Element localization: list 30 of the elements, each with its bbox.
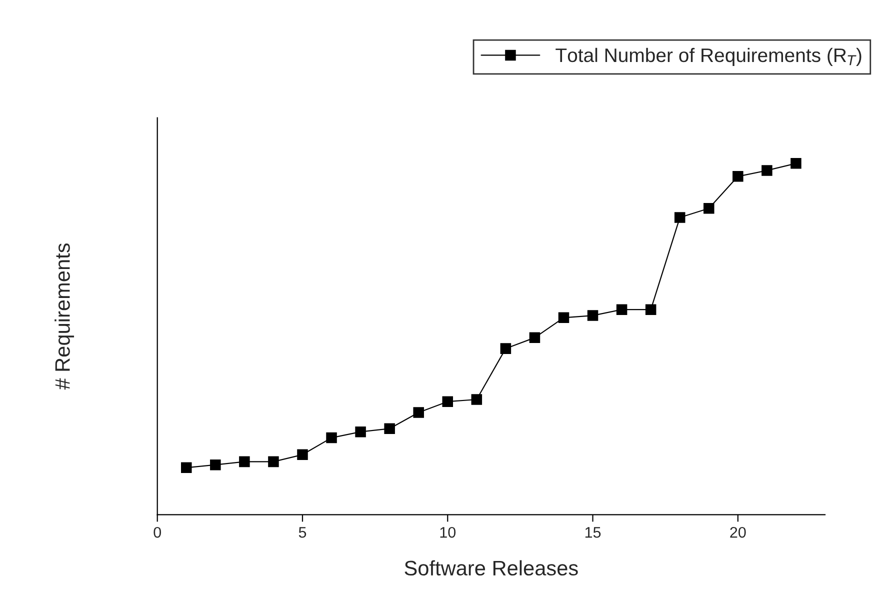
point bbox=[210, 459, 221, 470]
point bbox=[704, 203, 714, 214]
point bbox=[645, 304, 656, 315]
x-tick-label: 10 bbox=[440, 526, 456, 538]
point bbox=[355, 426, 366, 438]
point bbox=[384, 423, 395, 434]
point bbox=[413, 407, 424, 418]
x-tick-label: 20 bbox=[730, 526, 746, 538]
point bbox=[268, 456, 279, 468]
point bbox=[181, 462, 192, 474]
point bbox=[558, 312, 570, 324]
point bbox=[674, 212, 686, 223]
point bbox=[297, 449, 308, 460]
point bbox=[442, 396, 454, 407]
point bbox=[239, 456, 250, 468]
point bbox=[471, 394, 482, 405]
point bbox=[529, 332, 540, 344]
y-axis-title: # Requirements bbox=[54, 243, 74, 390]
x-tick-label: 0 bbox=[154, 526, 162, 538]
legend-label: Total Number of Requirements (R$_{T}$) bbox=[556, 48, 862, 66]
point bbox=[790, 158, 802, 169]
point bbox=[587, 310, 598, 321]
point bbox=[326, 432, 337, 444]
x-axis-title: Software Releases bbox=[404, 560, 578, 576]
x-tick-label: 15 bbox=[585, 527, 601, 538]
point bbox=[500, 343, 512, 354]
x-tick-label: 5 bbox=[298, 527, 306, 538]
point bbox=[762, 165, 772, 176]
point bbox=[616, 304, 628, 315]
point bbox=[732, 171, 744, 182]
